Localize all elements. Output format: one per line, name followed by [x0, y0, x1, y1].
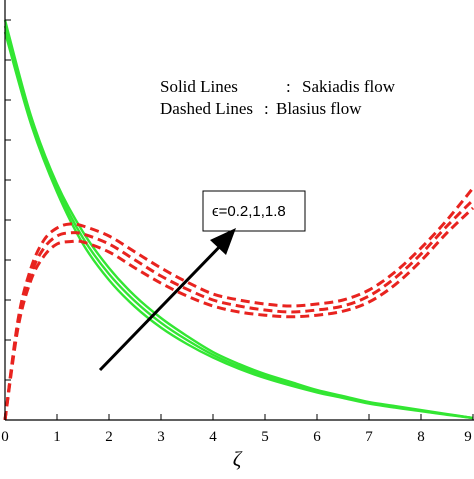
- x-tick-label: 7: [365, 429, 373, 445]
- x-tick-label: 9: [464, 429, 472, 445]
- legend-solid-value: Sakiadis flow: [302, 77, 396, 96]
- series-layer: [3, 19, 474, 421]
- legend-dashed-separator: :: [264, 99, 269, 118]
- parameter-arrow: [98, 236, 230, 372]
- blasius-series-line-6: [3, 206, 474, 421]
- x-tick-label: 6: [313, 429, 321, 445]
- arrow-head-icon: [210, 228, 236, 255]
- parameter-annotation: ϵ=0.2,1,1.8: [98, 190, 306, 372]
- x-tick-label: 0: [1, 429, 9, 445]
- x-tick-label: 5: [261, 429, 269, 445]
- axes-layer: 0 1 2 3 4 5 6 7 8 9: [1, 0, 474, 445]
- sakiadis-series-line-3: [3, 31, 474, 420]
- blasius-series-line-4: [3, 187, 474, 421]
- x-tick-label: 8: [417, 429, 425, 445]
- parameter-label: ϵ=0.2,1,1.8: [212, 203, 286, 220]
- legend-solid-separator: :: [286, 77, 291, 96]
- blasius-series-line-5: [3, 198, 474, 421]
- legend-solid-key: Solid Lines: [160, 77, 238, 96]
- legend-annotation: Solid Lines : Sakiadis flow Dashed Lines…: [160, 77, 396, 118]
- x-tick-label: 1: [53, 429, 61, 445]
- x-axis-label: ζ: [233, 447, 243, 471]
- x-ticks: 0 1 2 3 4 5 6 7 8 9: [1, 414, 474, 445]
- x-tick-label: 4: [209, 429, 217, 445]
- legend-dashed-value: Blasius flow: [276, 99, 362, 118]
- parameter-box: [202, 190, 306, 232]
- legend-dashed-key: Dashed Lines: [160, 99, 253, 118]
- x-tick-label: 2: [105, 429, 113, 445]
- x-tick-label: 3: [157, 429, 165, 445]
- y-ticks: [5, 19, 11, 421]
